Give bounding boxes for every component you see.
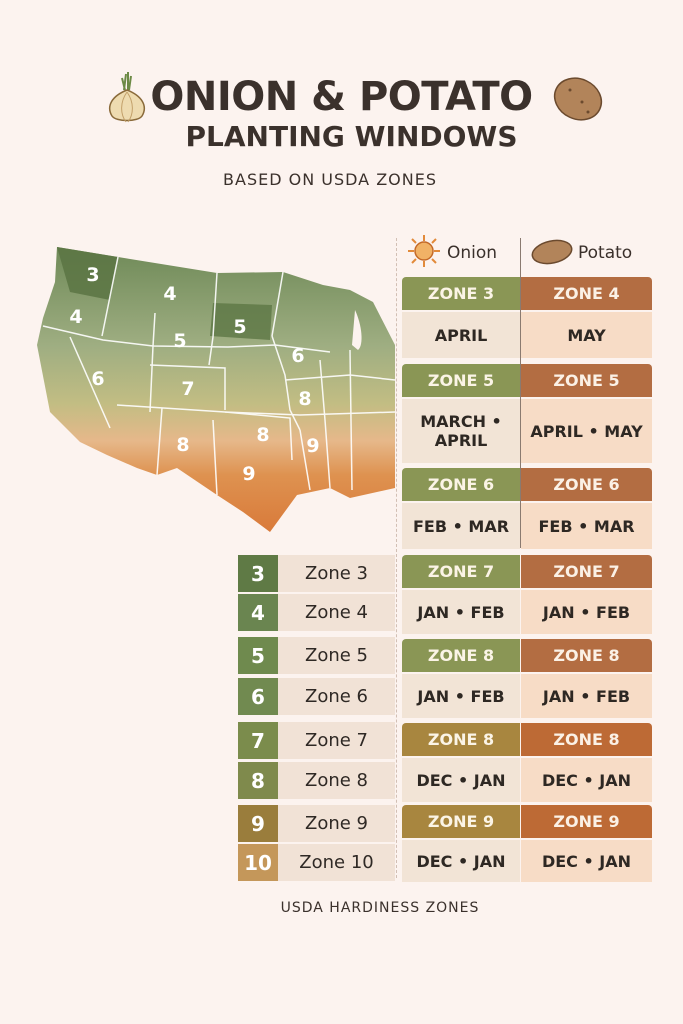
map-zone-label: 8: [298, 388, 311, 410]
planting-window-potato: ZONE 4 MAY: [521, 277, 652, 358]
map-zone-label: 6: [91, 368, 104, 390]
potato-header-icon: [531, 239, 573, 265]
planting-window-onion: ZONE 9 DEC • JAN: [402, 805, 520, 882]
onion-window-months: APRIL: [402, 312, 520, 358]
onion-zone-header: ZONE 8: [402, 639, 520, 672]
legend-label: Zone 5: [278, 637, 395, 674]
legend-item: 4 Zone 4: [238, 594, 395, 631]
legend-label: Zone 8: [278, 762, 395, 799]
legend-label: Zone 10: [278, 844, 395, 881]
potato-zone-header: ZONE 8: [521, 639, 652, 672]
legend-label: Zone 7: [278, 722, 395, 759]
planting-window-potato: ZONE 8 DEC • JAN: [521, 723, 652, 802]
onion-window-months: DEC • JAN: [402, 840, 520, 882]
legend-swatch: 6: [238, 678, 278, 715]
map-zone-label: 5: [233, 316, 246, 338]
usda-zone-map: 3 4 4 5 5 6 6 7 8 8 8 9 9: [37, 247, 396, 532]
onion-icon: [108, 72, 146, 123]
potato-window-months: APRIL • MAY: [521, 399, 652, 463]
onion-zone-header: ZONE 3: [402, 277, 520, 310]
title-line1: ONION & POTATO: [150, 74, 533, 120]
footer-caption: USDA HARDINESS ZONES: [280, 900, 480, 916]
legend-item: 3 Zone 3: [238, 555, 395, 592]
title-line2: PLANTING WINDOWS: [185, 120, 518, 153]
legend-label: Zone 4: [278, 594, 395, 631]
map-zone-label: 6: [291, 345, 304, 367]
map-zone-label: 4: [163, 283, 176, 305]
potato-window-months: MAY: [521, 312, 652, 358]
potato-icon: [553, 77, 603, 121]
legend-label: Zone 9: [278, 805, 395, 842]
planting-window-potato: ZONE 8 JAN • FEB: [521, 639, 652, 718]
map-zone-label: 9: [242, 463, 255, 485]
potato-zone-header: ZONE 4: [521, 277, 652, 310]
sun-onion-icon: [408, 235, 440, 267]
potato-window-months: JAN • FEB: [521, 590, 652, 634]
onion-window-months: JAN • FEB: [402, 674, 520, 718]
potato-zone-header: ZONE 7: [521, 555, 652, 588]
planting-window-potato: ZONE 9 DEC • JAN: [521, 805, 652, 882]
legend-swatch: 9: [238, 805, 278, 842]
map-zone-label: 7: [181, 378, 194, 400]
onion-zone-header: ZONE 5: [402, 364, 520, 397]
legend-item: 8 Zone 8: [238, 762, 395, 799]
column-divider: [520, 238, 521, 548]
divider: [396, 238, 397, 878]
map-zone-label: 5: [173, 330, 186, 352]
map-zone-label: 8: [176, 434, 189, 456]
legend-swatch: 5: [238, 637, 278, 674]
onion-zone-header: ZONE 8: [402, 723, 520, 756]
planting-window-potato: ZONE 7 JAN • FEB: [521, 555, 652, 634]
onion-zone-header: ZONE 9: [402, 805, 520, 838]
potato-window-months: DEC • JAN: [521, 758, 652, 802]
potato-zone-header: ZONE 5: [521, 364, 652, 397]
map-zone-labels: 3 4 4 5 5 6 6 7 8 8 8 9 9: [69, 264, 319, 485]
onion-window-months: DEC • JAN: [402, 758, 520, 802]
onion-window-months: MARCH • APRIL: [402, 399, 520, 463]
legend-item: 9 Zone 9: [238, 805, 395, 842]
map-zone-label: 9: [306, 435, 319, 457]
planting-window-potato: ZONE 6 FEB • MAR: [521, 468, 652, 549]
legend-label: Zone 3: [278, 555, 395, 592]
onion-window-months: JAN • FEB: [402, 590, 520, 634]
legend-swatch: 7: [238, 722, 278, 759]
onion-column-header: Onion: [447, 243, 498, 263]
potato-window-months: DEC • JAN: [521, 840, 652, 882]
onion-zone-header: ZONE 6: [402, 468, 520, 501]
planting-window-onion: ZONE 7 JAN • FEB: [402, 555, 520, 634]
potato-zone-header: ZONE 9: [521, 805, 652, 838]
map-zone-label: 8: [256, 424, 269, 446]
legend-item: 6 Zone 6: [238, 678, 395, 715]
potato-zone-header: ZONE 6: [521, 468, 652, 501]
map-zone-label: 3: [86, 264, 99, 286]
planting-window-onion: ZONE 8 DEC • JAN: [402, 723, 520, 802]
onion-window-months: FEB • MAR: [402, 503, 520, 549]
legend-label: Zone 6: [278, 678, 395, 715]
legend-swatch: 10: [238, 844, 278, 881]
legend-swatch: 8: [238, 762, 278, 799]
planting-window-onion: ZONE 8 JAN • FEB: [402, 639, 520, 718]
subtitle: BASED ON USDA ZONES: [223, 170, 437, 189]
legend-item: 7 Zone 7: [238, 722, 395, 759]
legend-item: 5 Zone 5: [238, 637, 395, 674]
potato-zone-header: ZONE 8: [521, 723, 652, 756]
legend-swatch: 4: [238, 594, 278, 631]
planting-window-onion: ZONE 5 MARCH • APRIL: [402, 364, 520, 463]
planting-window-potato: ZONE 5 APRIL • MAY: [521, 364, 652, 463]
planting-window-onion: ZONE 6 FEB • MAR: [402, 468, 520, 549]
map-zone-label: 4: [69, 306, 82, 328]
potato-window-months: FEB • MAR: [521, 503, 652, 549]
onion-zone-header: ZONE 7: [402, 555, 520, 588]
potato-column-header: Potato: [578, 243, 633, 263]
potato-window-months: JAN • FEB: [521, 674, 652, 718]
legend-item: 10 Zone 10: [238, 844, 395, 881]
legend-swatch: 3: [238, 555, 278, 592]
planting-window-onion: ZONE 3 APRIL: [402, 277, 520, 358]
